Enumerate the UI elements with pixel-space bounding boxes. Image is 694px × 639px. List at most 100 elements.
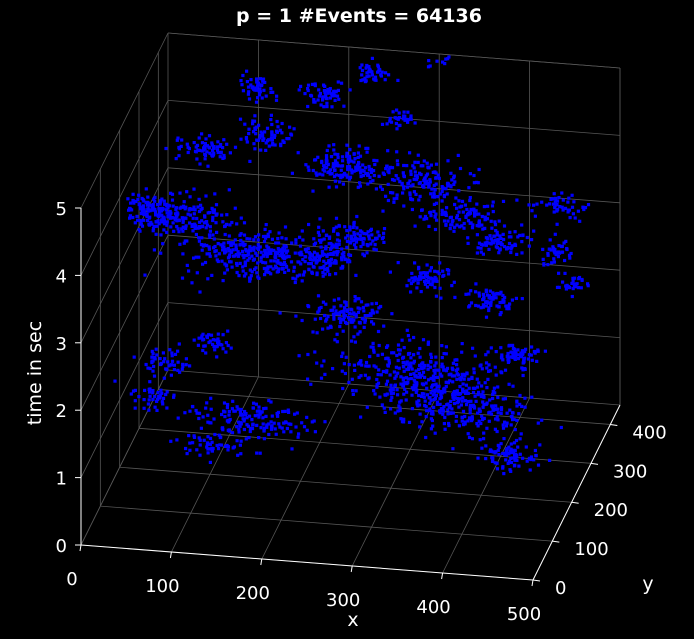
event-point — [387, 167, 391, 171]
event-point — [494, 245, 498, 249]
event-point — [153, 395, 157, 399]
event-point — [177, 342, 181, 346]
event-point — [428, 408, 432, 413]
event-point — [297, 432, 301, 436]
event-point — [458, 225, 462, 229]
event-point — [269, 90, 273, 94]
event-point — [405, 164, 409, 168]
event-point — [460, 376, 464, 380]
event-point — [413, 374, 417, 378]
event-point — [554, 203, 558, 207]
event-point — [477, 294, 481, 298]
event-point — [300, 253, 304, 257]
event-point — [409, 169, 413, 173]
event-point — [535, 202, 539, 206]
event-point — [175, 138, 179, 142]
event-point — [558, 205, 562, 209]
event-point — [502, 245, 507, 249]
event-point — [442, 352, 446, 356]
event-point — [409, 377, 413, 381]
event-point — [319, 103, 323, 107]
event-point — [365, 251, 369, 255]
event-point — [238, 424, 242, 428]
event-point — [193, 208, 197, 212]
event-point — [306, 165, 310, 169]
event-point — [394, 374, 398, 378]
event-point — [364, 364, 368, 368]
event-point — [580, 277, 584, 282]
event-point — [191, 441, 195, 445]
event-point — [397, 111, 401, 115]
event-point — [218, 443, 222, 447]
event-point — [306, 104, 310, 109]
event-point — [348, 175, 353, 179]
event-point — [170, 363, 174, 367]
event-point — [152, 356, 156, 360]
event-point — [193, 226, 197, 230]
event-point — [476, 181, 480, 185]
event-point — [208, 151, 212, 155]
event-point — [246, 252, 250, 257]
event-point — [490, 449, 494, 453]
event-point — [225, 268, 229, 272]
event-point — [275, 412, 279, 416]
y-tick-label: 100 — [574, 539, 608, 560]
event-point — [227, 420, 231, 424]
event-point — [425, 271, 429, 275]
event-point — [370, 302, 374, 306]
event-point — [361, 305, 365, 310]
event-point — [221, 333, 225, 337]
event-point — [180, 227, 184, 231]
event-point — [287, 410, 291, 414]
event-point — [188, 441, 192, 445]
event-point — [552, 249, 556, 253]
event-point — [257, 83, 261, 87]
event-point — [513, 230, 517, 234]
event-point — [449, 171, 453, 175]
event-point — [151, 208, 155, 212]
event-point — [503, 451, 507, 456]
event-point — [248, 256, 252, 260]
event-point — [425, 409, 429, 413]
event-point — [417, 267, 421, 271]
event-point — [367, 164, 371, 169]
event-point — [495, 429, 499, 434]
event-point — [328, 260, 332, 264]
grid-line — [119, 466, 572, 503]
event-point — [198, 438, 202, 442]
y-tick-label: 400 — [632, 422, 666, 443]
event-point — [507, 459, 511, 463]
event-point — [460, 199, 465, 203]
event-point — [256, 275, 260, 279]
event-point — [148, 366, 152, 371]
event-point — [501, 426, 506, 430]
event-point — [469, 301, 474, 305]
event-point — [492, 408, 496, 412]
event-point — [434, 382, 438, 386]
event-point — [216, 242, 220, 246]
event-point — [395, 127, 399, 131]
event-point — [187, 147, 191, 151]
event-cluster — [113, 379, 176, 412]
event-point — [255, 451, 259, 455]
event-point — [238, 117, 243, 121]
event-point — [212, 151, 216, 155]
event-point — [536, 348, 540, 352]
event-point — [212, 344, 216, 349]
event-cluster — [132, 342, 192, 380]
event-point — [351, 239, 355, 243]
event-point — [270, 133, 274, 137]
event-point — [286, 254, 290, 258]
event-point — [223, 224, 227, 229]
event-point — [291, 276, 295, 280]
event-point — [423, 279, 427, 284]
event-point — [380, 237, 384, 241]
event-point — [207, 252, 211, 256]
event-point — [571, 287, 575, 291]
event-point — [323, 272, 327, 276]
event-point — [254, 132, 258, 136]
event-point — [147, 216, 151, 220]
event-point — [424, 405, 428, 409]
event-point — [442, 219, 447, 223]
